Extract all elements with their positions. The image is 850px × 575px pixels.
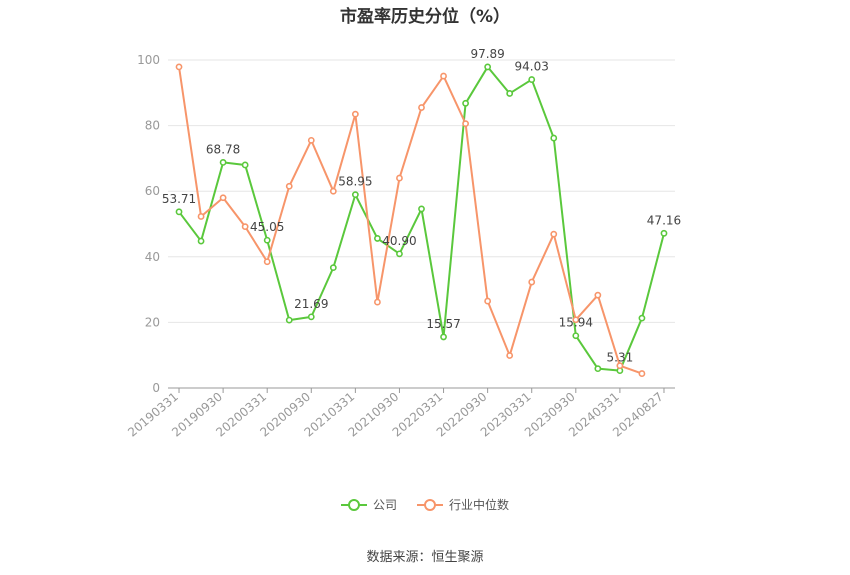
legend-item-industry[interactable]: 行业中位数 [417,496,509,513]
y-tick-label: 100 [137,53,160,67]
data-point-1 [175,63,183,71]
data-point-0 [550,134,558,142]
grid-lines [168,59,675,323]
data-point-0 [197,237,205,245]
data-label: 58.95 [338,175,372,189]
y-tick-label: 80 [145,119,160,133]
data-point-0 [638,314,646,322]
data-point-1 [594,291,602,299]
data-point-1 [506,352,514,359]
data-point-0 [572,332,580,340]
data-point-1 [528,278,536,286]
data-label: 40.90 [382,234,416,248]
data-point-0 [219,159,227,166]
data-label: 15.57 [426,317,460,331]
data-point-0 [241,161,249,169]
data-point-1 [263,258,271,266]
legend: 公司 行业中位数 [0,496,850,513]
data-point-0 [307,313,315,321]
data-point-1 [219,194,227,202]
series-line-1 [178,66,643,375]
legend-item-company[interactable]: 公司 [340,496,397,513]
data-point-0 [329,264,337,272]
data-source: 数据来源：恒生聚源 [366,550,484,565]
data-label: 97.89 [470,47,504,61]
data-point-0 [263,236,271,244]
legend-label-company: 公司 [372,498,397,512]
data-point-0 [440,333,447,341]
data-point-1 [550,230,558,238]
data-point-1 [241,223,249,231]
data-point-1 [351,110,359,118]
data-point-0 [528,76,536,83]
data-point-0 [462,99,469,107]
legend-swatch-industry [417,498,443,512]
data-label: 15.94 [559,316,593,330]
legend-label-industry: 行业中位数 [449,498,510,512]
data-point-1 [484,297,492,305]
series-lines [175,63,668,377]
data-point-0 [506,90,514,97]
legend-swatch-company [340,498,367,512]
data-point-0 [594,365,602,373]
data-point-1 [329,187,337,195]
data-point-1 [572,316,580,324]
data-point-0 [418,205,425,213]
data-point-0 [484,63,492,71]
chart-title: 市盈率历史分位（%） [339,7,511,27]
data-point-1 [374,298,381,306]
data-label: 53.71 [162,192,196,206]
data-label: 45.05 [250,220,284,234]
data-point-0 [374,235,381,242]
data-label: 47.16 [647,213,681,227]
data-point-0 [351,191,359,199]
data-point-1 [396,174,403,182]
data-point-1 [440,72,447,80]
data-label: 68.78 [206,142,240,156]
data-point-0 [660,229,668,237]
data-point-0 [175,208,183,216]
y-tick-label: 60 [145,184,160,198]
y-tick-label: 0 [152,381,160,395]
data-point-0 [285,316,293,324]
data-label: 5.31 [607,351,634,365]
data-point-1 [616,362,624,370]
data-point-0 [396,250,403,258]
data-labels: 53.71 68.78 45.05 21.69 58.95 40.90 15.57 97.89… [162,47,681,365]
data-point-1 [307,136,315,144]
data-point-1 [285,182,293,190]
data-point-1 [197,213,205,220]
data-point-1 [638,370,646,377]
data-point-1 [462,120,469,128]
data-point-1 [418,104,425,111]
y-tick-label: 40 [145,250,160,264]
data-label: 94.03 [515,60,549,74]
data-label: 21.69 [294,297,328,311]
y-tick-label: 20 [145,315,160,329]
